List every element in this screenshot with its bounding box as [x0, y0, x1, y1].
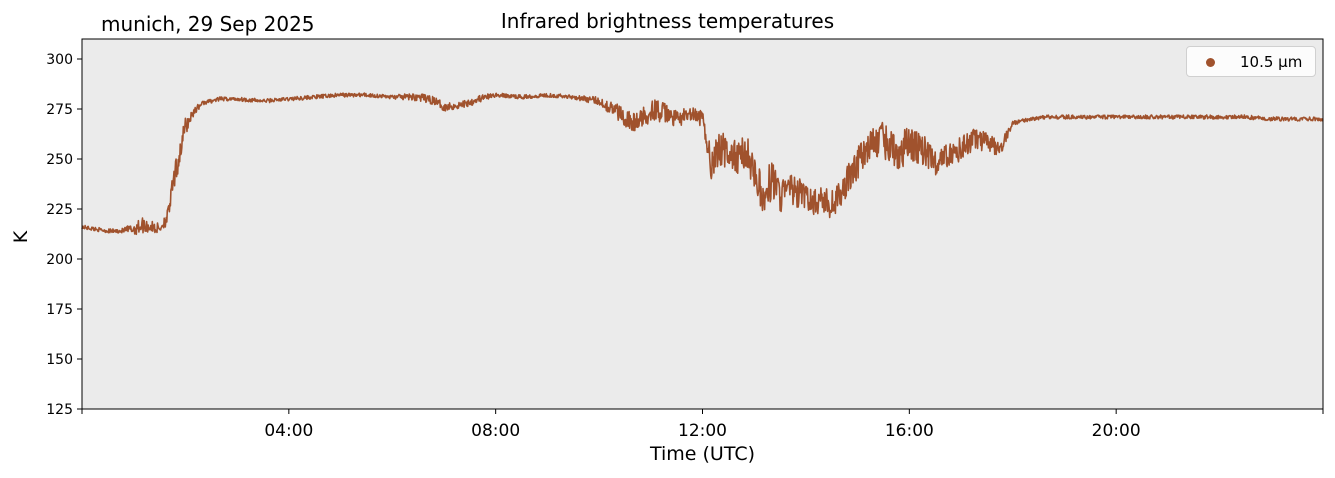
y-tick-label: 300 — [46, 52, 73, 68]
location-date-label: munich, 29 Sep 2025 — [101, 12, 315, 36]
y-tick-label: 175 — [46, 302, 73, 318]
legend-marker-icon — [1206, 58, 1215, 67]
chart-title: Infrared brightness temperatures — [500, 9, 835, 33]
x-tick-label: 16:00 — [885, 421, 934, 441]
x-tick-label: 08:00 — [471, 421, 520, 441]
y-tick-label: 250 — [46, 152, 73, 168]
x-tick-label: 12:00 — [678, 421, 727, 441]
x-axis-label: Time (UTC) — [649, 443, 756, 465]
y-tick-label: 200 — [46, 252, 73, 268]
legend: 10.5 µm — [1186, 46, 1316, 77]
y-axis: 125 150 175 200 225 250 275 300 — [46, 52, 82, 418]
series-layer — [81, 92, 1324, 236]
series-line-0 — [81, 92, 1324, 236]
y-tick-label: 225 — [46, 202, 73, 218]
plot-area — [82, 39, 1323, 409]
legend-label: 10.5 µm — [1240, 53, 1303, 71]
y-tick-label: 150 — [46, 352, 73, 368]
y-axis-label: K — [10, 230, 32, 244]
x-tick-label: 20:00 — [1092, 421, 1141, 441]
y-tick-label: 275 — [46, 102, 73, 118]
x-tick-label: 04:00 — [264, 421, 313, 441]
x-axis: 04:00 08:00 12:00 16:00 20:00 — [81, 409, 1324, 441]
y-tick-label: 125 — [46, 402, 73, 418]
